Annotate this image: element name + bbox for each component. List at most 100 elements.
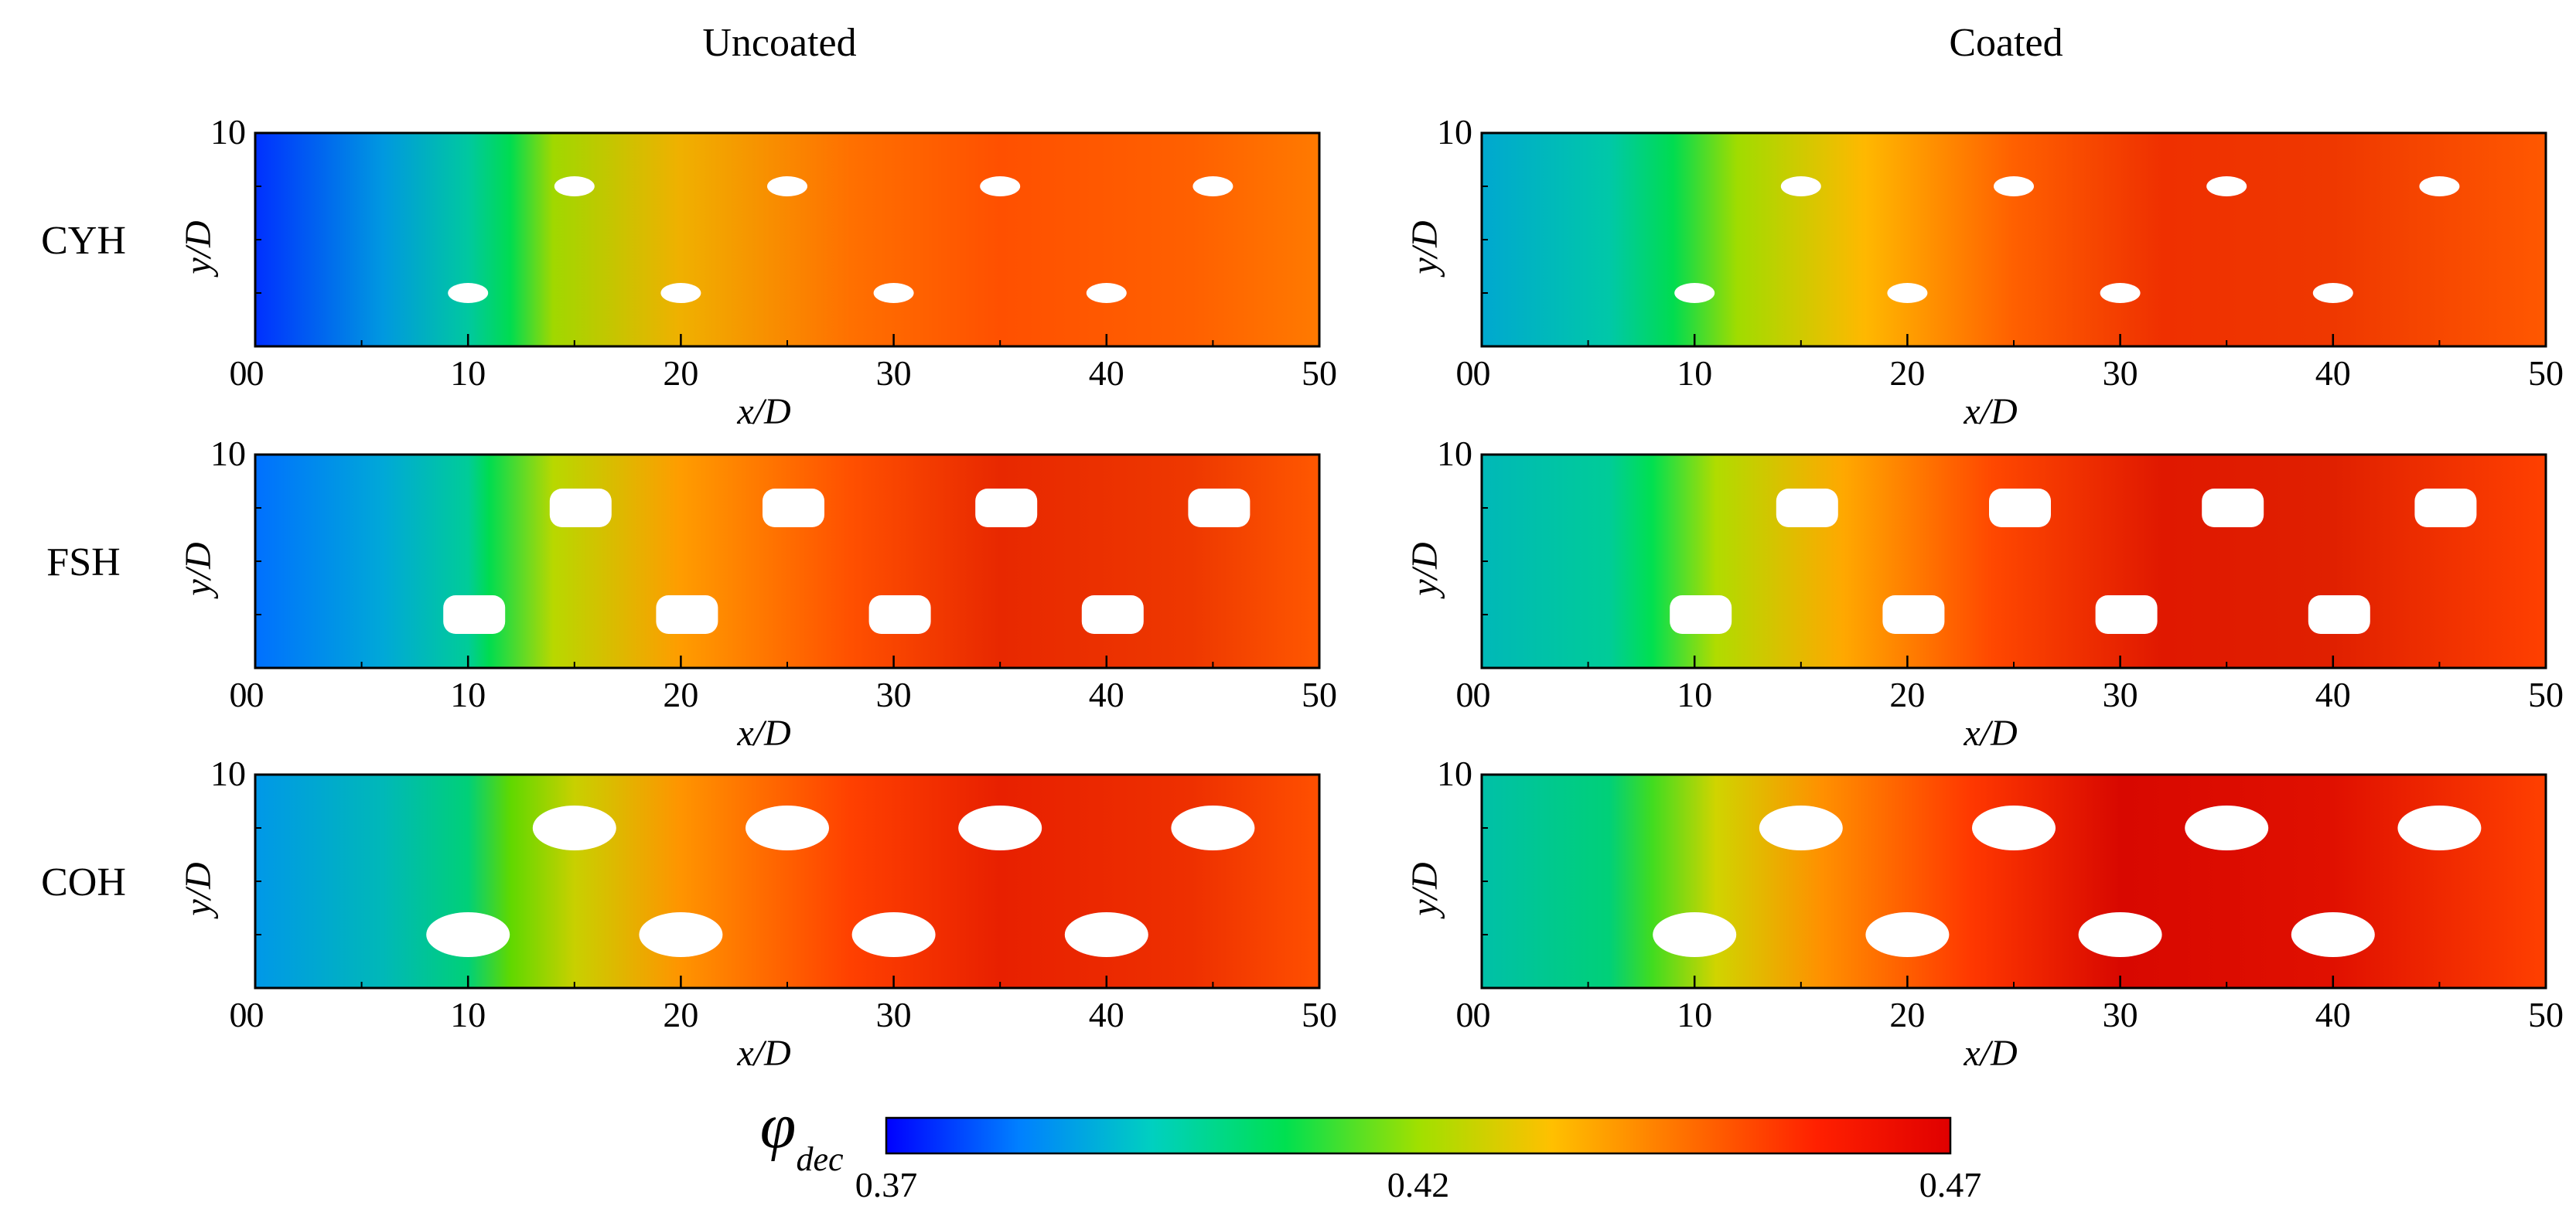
x-tick-label: 50 bbox=[2528, 353, 2564, 393]
x-tick-label: 0 bbox=[247, 995, 264, 1034]
x-axis-label: x/D bbox=[1963, 1033, 2017, 1074]
x-tick-label: 40 bbox=[2315, 675, 2351, 714]
x-tick-label: 40 bbox=[1089, 675, 1124, 714]
contour-panels: 0 10 20 30 40 50 10 0 x/D y/D 0 10 20 30 40 50 10 0 x/D y/D… bbox=[178, 112, 2564, 1074]
y-tick-label: 10 bbox=[210, 754, 246, 793]
x-axis-label: x/D bbox=[736, 391, 790, 432]
film-hole bbox=[2419, 176, 2460, 196]
row-label-cyh: CYH bbox=[41, 219, 126, 263]
x-tick-label: 0 bbox=[1473, 995, 1491, 1034]
x-tick-label: 30 bbox=[876, 995, 912, 1034]
x-tick-label: 30 bbox=[2103, 353, 2138, 393]
film-hole bbox=[426, 912, 510, 957]
column-title-coated: Coated bbox=[1949, 21, 2063, 65]
origin-label: 0 bbox=[1456, 353, 1474, 393]
film-hole bbox=[2397, 806, 2482, 850]
column-titles: Uncoated Coated bbox=[702, 21, 2063, 65]
film-hole bbox=[1994, 176, 2034, 196]
x-tick-label: 40 bbox=[1089, 995, 1124, 1034]
film-hole bbox=[1776, 489, 1838, 527]
x-tick-label: 50 bbox=[1302, 995, 1337, 1034]
film-hole bbox=[1780, 176, 1821, 196]
film-hole bbox=[1674, 283, 1715, 303]
film-hole bbox=[549, 489, 612, 527]
film-hole bbox=[532, 806, 616, 850]
contour-field bbox=[255, 455, 1319, 668]
y-tick-label: 10 bbox=[1437, 434, 1472, 473]
film-hole bbox=[1989, 489, 2051, 527]
panel-cyh-uncoated: 0 10 20 30 40 50 10 0 x/D y/D bbox=[178, 112, 1337, 432]
film-hole bbox=[1882, 595, 1945, 634]
panel-coh-coated: 0 10 20 30 40 50 10 0 x/D y/D bbox=[1404, 754, 2564, 1074]
colorbar: φ dec 0.37 0.42 0.47 bbox=[760, 1090, 1981, 1204]
film-hole bbox=[1086, 283, 1127, 303]
x-axis-label: x/D bbox=[736, 713, 790, 754]
x-tick-label: 20 bbox=[663, 675, 698, 714]
film-hole bbox=[448, 283, 489, 303]
origin-label: 0 bbox=[1456, 675, 1474, 714]
x-tick-label: 20 bbox=[1889, 675, 1925, 714]
x-tick-label: 50 bbox=[2528, 675, 2564, 714]
film-hole bbox=[851, 912, 936, 957]
row-label-coh: COH bbox=[41, 860, 126, 904]
film-hole bbox=[1653, 912, 1737, 957]
colorbar-gradient bbox=[885, 1116, 1952, 1155]
origin-label: 0 bbox=[230, 675, 247, 714]
colorbar-symbol-subscript: dec bbox=[796, 1140, 844, 1178]
x-tick-label: 0 bbox=[1473, 353, 1491, 393]
film-hole bbox=[1865, 912, 1950, 957]
column-title-uncoated: Uncoated bbox=[702, 21, 856, 65]
film-hole bbox=[2312, 283, 2353, 303]
film-hole bbox=[1081, 595, 1144, 634]
row-label-fsh: FSH bbox=[46, 540, 120, 584]
film-hole bbox=[873, 283, 914, 303]
x-axis-label: x/D bbox=[1963, 391, 2017, 432]
x-tick-label: 10 bbox=[450, 675, 486, 714]
film-hole bbox=[443, 595, 506, 634]
x-tick-label: 30 bbox=[2103, 995, 2138, 1034]
film-hole bbox=[2414, 489, 2477, 527]
y-tick-label: 10 bbox=[210, 112, 246, 152]
contour-field bbox=[255, 133, 1319, 346]
film-hole bbox=[1670, 595, 1732, 634]
x-tick-label: 20 bbox=[1889, 353, 1925, 393]
origin-label: 0 bbox=[230, 353, 247, 393]
film-hole bbox=[1171, 806, 1255, 850]
y-axis-label: y/D bbox=[1404, 220, 1445, 278]
y-axis-label: y/D bbox=[178, 220, 219, 278]
film-hole bbox=[2308, 595, 2370, 634]
film-hole bbox=[868, 595, 931, 634]
x-tick-label: 30 bbox=[876, 675, 912, 714]
x-tick-label: 20 bbox=[1889, 995, 1925, 1034]
colorbar-tick-label: 0.37 bbox=[855, 1165, 918, 1204]
film-hole bbox=[2291, 912, 2375, 957]
y-axis-label: y/D bbox=[178, 542, 219, 599]
film-hole bbox=[2078, 912, 2162, 957]
film-hole bbox=[980, 176, 1021, 196]
x-tick-label: 40 bbox=[1089, 353, 1124, 393]
film-hole bbox=[763, 489, 824, 527]
film-hole bbox=[975, 489, 1038, 527]
x-tick-label: 0 bbox=[1473, 675, 1491, 714]
y-axis-label: y/D bbox=[1404, 542, 1445, 599]
x-tick-label: 20 bbox=[663, 353, 698, 393]
film-hole bbox=[1188, 489, 1250, 527]
x-tick-label: 10 bbox=[1677, 353, 1712, 393]
x-tick-label: 50 bbox=[1302, 353, 1337, 393]
film-hole bbox=[958, 806, 1042, 850]
film-hole bbox=[2095, 595, 2158, 634]
x-tick-label: 30 bbox=[876, 353, 912, 393]
x-tick-label: 0 bbox=[247, 353, 264, 393]
x-tick-label: 0 bbox=[247, 675, 264, 714]
colorbar-symbol: φ bbox=[760, 1090, 796, 1162]
film-hole bbox=[656, 595, 718, 634]
origin-label: 0 bbox=[1456, 995, 1474, 1034]
colorbar-tick-label: 0.47 bbox=[1919, 1165, 1982, 1204]
panel-fsh-coated: 0 10 20 30 40 50 10 0 x/D y/D bbox=[1404, 434, 2564, 754]
film-hole bbox=[2202, 489, 2264, 527]
film-hole bbox=[2206, 176, 2247, 196]
x-tick-label: 20 bbox=[663, 995, 698, 1034]
film-hole bbox=[746, 806, 829, 850]
x-tick-label: 10 bbox=[1677, 995, 1712, 1034]
